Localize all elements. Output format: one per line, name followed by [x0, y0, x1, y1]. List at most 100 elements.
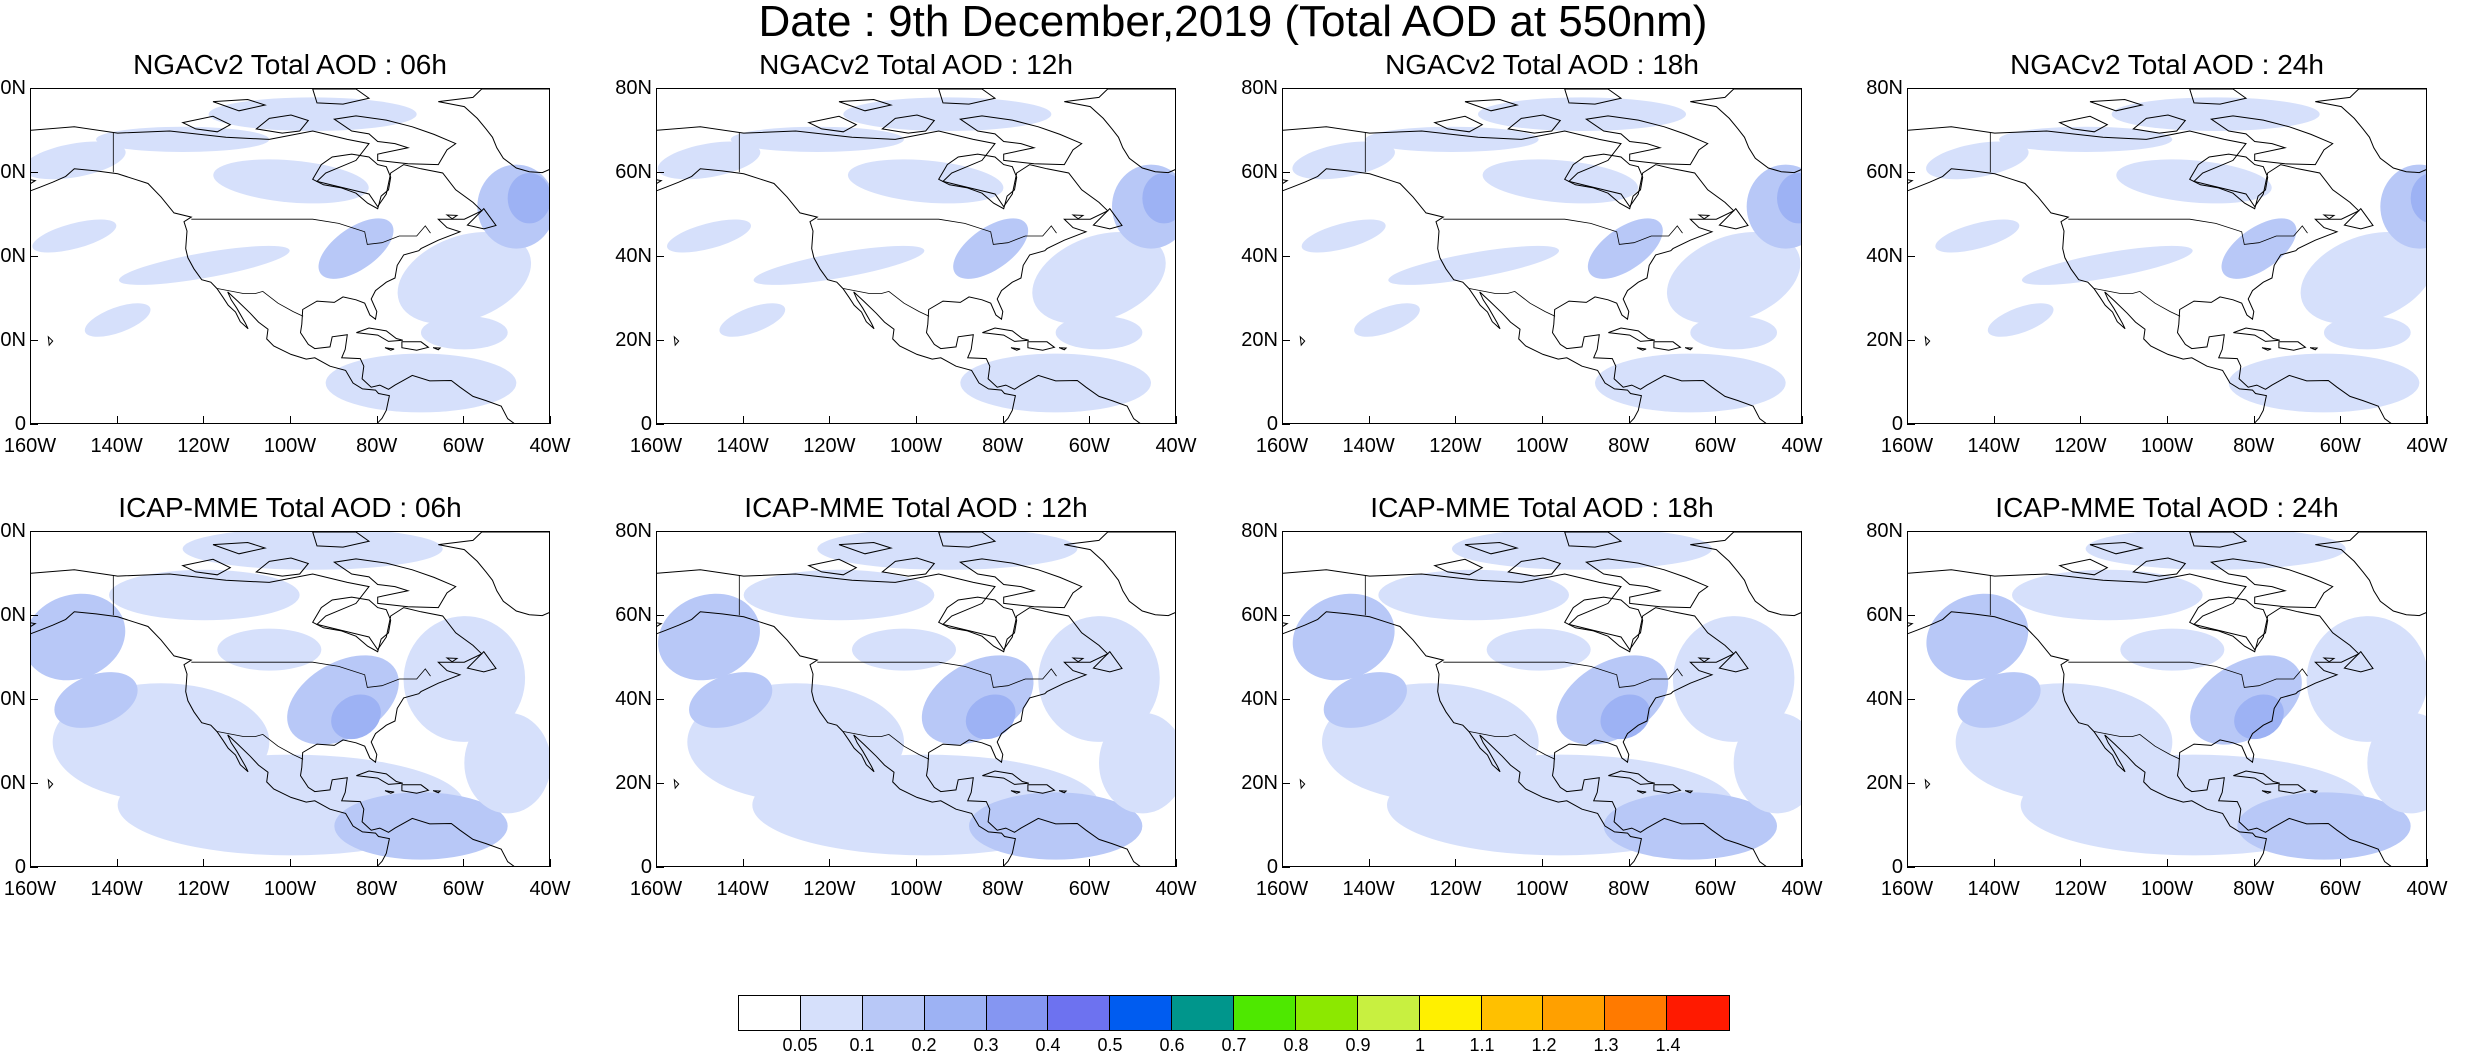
- lat-tick-mark: [656, 531, 664, 532]
- colorbar-swatch: [739, 996, 801, 1030]
- coastline-island: [1608, 327, 1655, 342]
- lat-tick-label: 60N: [615, 604, 652, 626]
- lon-tick-label: 140W: [716, 878, 769, 900]
- coastline-island: [212, 98, 267, 112]
- lon-tick-mark: [2080, 416, 2082, 424]
- coastline-island: [2132, 114, 2187, 134]
- lat-tick-mark: [30, 172, 38, 173]
- lon-tick-label: 80W: [1608, 435, 1650, 457]
- lat-tick-mark: [656, 88, 664, 89]
- coastline-island: [1464, 541, 1519, 555]
- aod-field: [1926, 97, 2426, 413]
- lon-tick-label: 100W: [1515, 878, 1569, 900]
- panel-title: ICAP-MME Total AOD : 24h: [1995, 492, 2339, 523]
- aod-region: [397, 231, 532, 325]
- lon-tick-label: 120W: [177, 435, 230, 457]
- lon-tick-label: 100W: [263, 878, 317, 900]
- coastline-island: [881, 557, 936, 577]
- lat-tick-label: 0: [1266, 413, 1278, 435]
- lon-tick-label: 80W: [982, 435, 1024, 457]
- map-panel: NGACv2 Total AOD : 18h 80N 60N 40N 20N 0 160W 1…: [1241, 48, 1832, 518]
- aod-region: [1935, 219, 2020, 253]
- coastline-island: [2278, 341, 2307, 351]
- coastline-hudson-bay: [1564, 596, 1644, 653]
- lon-tick-label: 40W: [1781, 435, 1823, 457]
- aod-region: [1587, 218, 1663, 279]
- lat-tick-label: 40N: [1241, 688, 1278, 710]
- aod-region: [2120, 628, 2225, 671]
- aod-field: [657, 97, 1175, 413]
- coastline-island: [384, 790, 395, 794]
- coastline-island: [807, 115, 858, 133]
- aod-region: [318, 218, 394, 279]
- lon-tick-mark: [1715, 859, 1717, 867]
- coastline-island: [2309, 347, 2319, 351]
- lat-tick-mark: [1282, 256, 1290, 257]
- aod-region: [2221, 218, 2297, 279]
- aod-region: [1482, 159, 1639, 204]
- coastline-island: [2278, 784, 2307, 794]
- aod-region: [84, 303, 151, 337]
- lat-tick-mark: [30, 256, 38, 257]
- lat-tick-label: 20N: [0, 329, 26, 351]
- lon-tick-mark: [742, 859, 744, 867]
- lat-tick-mark: [656, 783, 664, 784]
- lat-tick-mark: [1282, 615, 1290, 616]
- lon-tick-label: 100W: [263, 435, 317, 457]
- map-panel: ICAP-MME Total AOD : 24h 80N 60N 40N 20N 0 160…: [1866, 491, 2457, 961]
- coastline-island: [2058, 558, 2109, 576]
- coastline-greenland: [438, 89, 549, 174]
- lon-tick-label: 120W: [177, 878, 230, 900]
- lon-tick-label: 160W: [1255, 435, 1309, 457]
- lon-tick-label: 100W: [2140, 435, 2194, 457]
- lon-tick-label: 160W: [629, 435, 683, 457]
- lon-tick-label: 100W: [889, 435, 943, 457]
- coastline-island: [2261, 790, 2272, 794]
- lon-tick-mark: [116, 859, 118, 867]
- aod-region: [2300, 231, 2426, 325]
- lat-tick-label: 0: [14, 856, 26, 878]
- aod-region: [1365, 126, 1539, 152]
- aod-region: [1099, 712, 1175, 814]
- lon-tick-label: 160W: [1255, 878, 1309, 900]
- colorbar-swatch: [1419, 996, 1482, 1030]
- coastline-island: [1507, 557, 1562, 577]
- coastline-island: [1299, 778, 1306, 790]
- lat-tick-label: 40N: [615, 688, 652, 710]
- lon-tick-mark: [203, 416, 205, 424]
- aod-region: [1388, 245, 1560, 285]
- coastline-island: [807, 558, 858, 576]
- lon-tick-label: 60W: [1694, 435, 1736, 457]
- aod-region: [2228, 353, 2420, 413]
- colorbar-swatch: [1234, 996, 1296, 1030]
- aod-colorbar: [738, 995, 1730, 1031]
- coastline-island: [938, 89, 997, 105]
- lon-tick-label: 40W: [529, 435, 571, 457]
- lat-tick-label: 80N: [0, 520, 26, 542]
- coastline-island: [356, 770, 403, 785]
- aod-region: [2021, 245, 2193, 285]
- colorbar-swatch: [1357, 996, 1420, 1030]
- aod-region: [1926, 593, 2029, 681]
- aod-map: [656, 88, 1176, 424]
- lat-tick-mark: [30, 867, 38, 868]
- coastline-island: [982, 327, 1029, 342]
- aod-region: [1987, 303, 2054, 337]
- lon-tick-mark: [2253, 859, 2255, 867]
- lon-tick-label: 140W: [90, 435, 143, 457]
- lat-tick-label: 20N: [0, 772, 26, 794]
- lat-tick-label: 80N: [1241, 520, 1278, 542]
- lon-tick-label: 160W: [1880, 435, 1934, 457]
- coastline-island: [2343, 650, 2374, 673]
- aod-region: [464, 712, 549, 814]
- map-canvas: [31, 89, 549, 423]
- aod-region: [753, 245, 925, 285]
- lon-tick-label: 100W: [889, 878, 943, 900]
- aod-region: [1142, 173, 1175, 224]
- coastline-north-america: [657, 126, 1141, 423]
- coastline-island: [1071, 214, 1085, 220]
- colorbar-label: 0.4: [1035, 1035, 1061, 1055]
- lat-tick-mark: [656, 867, 664, 868]
- lat-tick-mark: [30, 699, 38, 700]
- lon-tick-label: 120W: [803, 878, 856, 900]
